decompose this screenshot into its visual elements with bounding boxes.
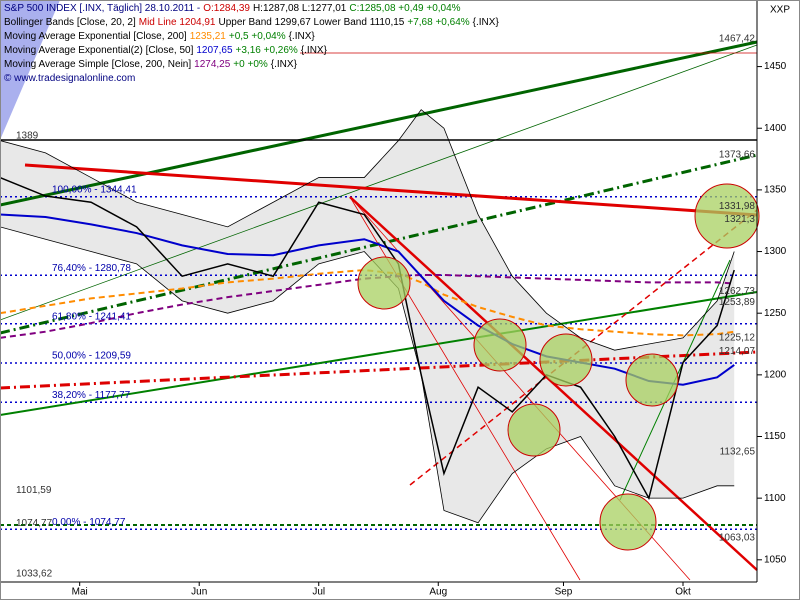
legend-segment: {.INX} [301, 45, 328, 56]
fib-label: 61,80% - 1241,41 [52, 311, 131, 322]
series-line [0, 176, 735, 501]
y-tick-label: 1450 [764, 61, 787, 72]
legend-segment: +0,5 +0,04% [229, 31, 286, 42]
legend-segment: Mid Line 1204,91 [139, 17, 216, 28]
x-tick-label: Jul [312, 587, 325, 598]
legend-line: Moving Average Exponential [Close, 200] 1… [4, 31, 315, 42]
legend-segment: Moving Average Exponential [Close, 200] [4, 31, 187, 42]
legend-segment: +3,16 +0,26% [236, 45, 298, 56]
price-label: 1063,03 [719, 532, 756, 543]
price-label: 1373,66 [719, 149, 756, 160]
legend-segment: H:1287,08 L:1277,01 [253, 3, 347, 14]
legend-segment: +0 +0% [233, 59, 268, 70]
y-tick-label: 1050 [764, 554, 787, 565]
legend-segment: 1235,21 [190, 31, 227, 42]
legend-segment: C:1285,08 +0,49 +0,04% [349, 3, 460, 14]
series-line [0, 269, 735, 337]
legend-segment: © www.tradesignalonline.com [4, 73, 135, 84]
price-label: 1132,65 [720, 447, 756, 458]
price-label: 1225,12 [719, 333, 756, 344]
y-tick-label: 1400 [764, 123, 787, 134]
legend-line: © www.tradesignalonline.com [4, 73, 135, 84]
series-line [0, 109, 735, 351]
legend-line: Moving Average Exponential(2) [Close, 50… [4, 45, 328, 56]
y-tick-label: 1350 [764, 185, 787, 196]
fib-label: 0,00% - 1074,77 [52, 517, 126, 528]
legend-line: Moving Average Simple [Close, 200, Nein]… [4, 59, 298, 70]
price-label: 1467,42 [719, 34, 756, 45]
y-tick-label: 1300 [764, 246, 787, 257]
fib-label: 76,40% - 1280,78 [52, 263, 131, 274]
price-label: 1331,98 [719, 201, 756, 212]
fib-label: 50,00% - 1209,59 [52, 351, 131, 362]
price-label: 1033,62 [16, 569, 53, 580]
price-label: 1321,3 [724, 214, 755, 225]
fib-label: 38,20% - 1177,77 [52, 390, 131, 401]
y-tick-label: 1250 [764, 308, 787, 319]
x-tick-label: Okt [675, 587, 691, 598]
legend-segment: +7,68 +0,64% [407, 17, 469, 28]
legend-segment: Moving Average Simple [Close, 200, Nein] [4, 59, 191, 70]
legend-line: Bollinger Bands [Close, 20, 2] Mid Line 1… [4, 17, 499, 28]
legend-segment: S&P 500 INDEX [.INX, Täglich] 28.10.2011… [4, 3, 200, 14]
price-label: 1262,73 [719, 286, 756, 297]
x-tick-label: Aug [429, 587, 447, 598]
price-label: 1101,59 [16, 485, 52, 496]
legend-line: S&P 500 INDEX [.INX, Täglich] 28.10.2011… [4, 3, 461, 14]
fib-label: 100,00% - 1344,41 [52, 184, 137, 195]
legend-segment: {.INX} [473, 17, 500, 28]
legend-segment: O:1284,39 [203, 3, 250, 14]
legend-segment: Upper Band 1299,67 Lower Band 1110,15 [218, 17, 404, 28]
corner-label: XXP [770, 5, 790, 16]
y-tick-label: 1150 [764, 431, 786, 442]
price-label: 1389 [16, 130, 39, 141]
labels-layer: 1050 1100 1150 1200 1250 1300 1350 1400 1450 Mai J… [4, 3, 787, 598]
y-tick-label: 1100 [764, 493, 786, 504]
series-line [0, 273, 735, 339]
x-tick-label: Mai [72, 587, 88, 598]
legend-segment: 1274,25 [194, 59, 231, 70]
legend-segment: Bollinger Bands [Close, 20, 2] [4, 17, 136, 28]
legend-segment: {.INX} [271, 59, 298, 70]
x-tick-label: Sep [555, 587, 573, 598]
x-tick-label: Jun [191, 587, 207, 598]
shaded-region [0, 0, 60, 140]
legend-segment: Moving Average Exponential(2) [Close, 50… [4, 45, 194, 56]
highlight-circles [357, 183, 760, 551]
y-tick-label: 1200 [764, 369, 787, 380]
price-label: 1214,07 [719, 346, 756, 357]
price-label: 1074,77 [16, 518, 53, 529]
price-label: 1253,89 [719, 297, 756, 308]
legend-segment: {.INX} [289, 31, 316, 42]
legend-segment: 1207,65 [196, 45, 233, 56]
